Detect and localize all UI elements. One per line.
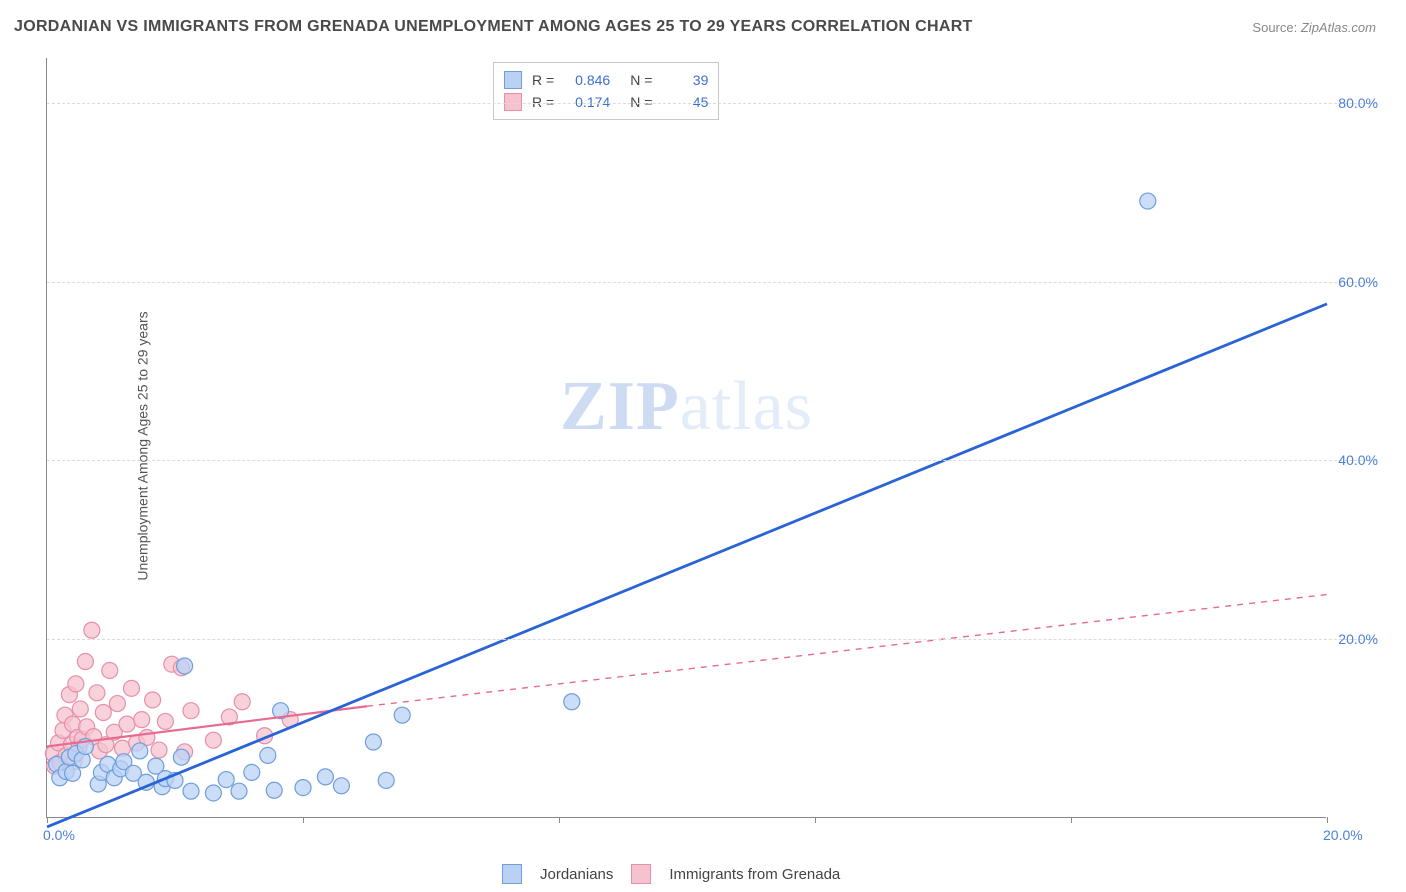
data-point xyxy=(365,734,381,750)
data-point xyxy=(89,685,105,701)
gridline xyxy=(47,639,1377,640)
data-point xyxy=(183,703,199,719)
data-point xyxy=(244,764,260,780)
data-point xyxy=(173,749,189,765)
data-point xyxy=(132,743,148,759)
data-point xyxy=(231,783,247,799)
data-point xyxy=(295,780,311,796)
source-attribution: Source: ZipAtlas.com xyxy=(1252,20,1376,35)
legend-swatch xyxy=(502,864,522,884)
correlation-chart: JORDANIAN VS IMMIGRANTS FROM GRENADA UNE… xyxy=(0,0,1406,892)
data-point xyxy=(84,622,100,638)
x-axis-tick xyxy=(47,817,48,823)
gridline xyxy=(47,282,1377,283)
data-point xyxy=(218,772,234,788)
data-point xyxy=(260,747,276,763)
data-point xyxy=(266,782,282,798)
data-point xyxy=(134,712,150,728)
data-point xyxy=(205,785,221,801)
data-point xyxy=(123,680,139,696)
legend-label: Jordanians xyxy=(540,866,613,883)
data-point xyxy=(72,701,88,717)
data-point xyxy=(333,778,349,794)
data-point xyxy=(151,742,167,758)
data-point xyxy=(65,765,81,781)
data-point xyxy=(394,707,410,723)
data-point xyxy=(177,658,193,674)
y-tick-label: 80.0% xyxy=(1338,95,1378,111)
data-point xyxy=(234,694,250,710)
source-label: Source: xyxy=(1252,20,1297,35)
data-point xyxy=(1140,193,1156,209)
y-tick-label: 40.0% xyxy=(1338,452,1378,468)
data-point xyxy=(183,783,199,799)
x-tick-label: 20.0% xyxy=(1323,827,1363,843)
gridline xyxy=(47,103,1377,104)
trend-line xyxy=(367,594,1327,706)
x-axis-tick xyxy=(1327,817,1328,823)
x-axis-tick xyxy=(303,817,304,823)
x-tick-label: 0.0% xyxy=(43,827,75,843)
data-point xyxy=(77,654,93,670)
data-point xyxy=(102,662,118,678)
x-axis-tick xyxy=(815,817,816,823)
x-axis-tick xyxy=(559,817,560,823)
plot-area: ZIPatlas R =0.846N =39R =0.174N =45 20.0… xyxy=(46,58,1326,818)
y-tick-label: 20.0% xyxy=(1338,631,1378,647)
data-point xyxy=(68,676,84,692)
x-axis-tick xyxy=(1071,817,1072,823)
chart-svg-overlay xyxy=(47,58,1326,817)
legend-swatch xyxy=(631,864,651,884)
chart-title: JORDANIAN VS IMMIGRANTS FROM GRENADA UNE… xyxy=(14,18,973,36)
data-point xyxy=(119,716,135,732)
trend-line xyxy=(47,304,1327,827)
data-point xyxy=(564,694,580,710)
legend-label: Immigrants from Grenada xyxy=(669,866,840,883)
data-point xyxy=(157,713,173,729)
gridline xyxy=(47,460,1377,461)
data-point xyxy=(109,696,125,712)
data-point xyxy=(378,772,394,788)
data-point xyxy=(145,692,161,708)
source-value: ZipAtlas.com xyxy=(1301,20,1376,35)
y-tick-label: 60.0% xyxy=(1338,274,1378,290)
data-point xyxy=(95,704,111,720)
data-point xyxy=(205,732,221,748)
data-point xyxy=(317,769,333,785)
series-legend: Jordanians Immigrants from Grenada xyxy=(502,864,840,884)
